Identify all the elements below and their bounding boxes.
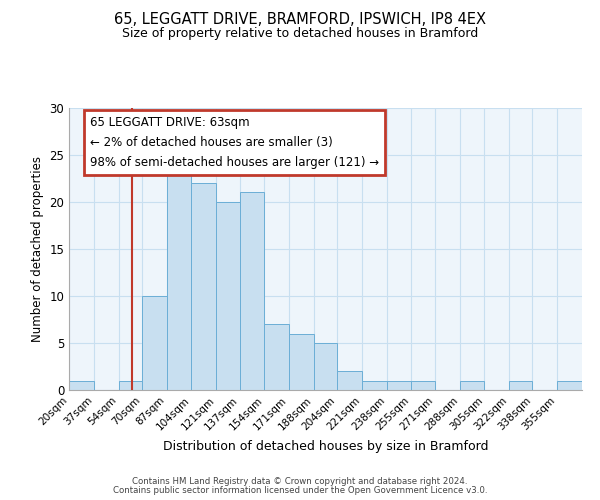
Text: 65 LEGGATT DRIVE: 63sqm
← 2% of detached houses are smaller (3)
98% of semi-deta: 65 LEGGATT DRIVE: 63sqm ← 2% of detached…	[89, 116, 379, 169]
Text: Contains HM Land Registry data © Crown copyright and database right 2024.: Contains HM Land Registry data © Crown c…	[132, 477, 468, 486]
Bar	[216, 202, 239, 390]
Text: 65, LEGGATT DRIVE, BRAMFORD, IPSWICH, IP8 4EX: 65, LEGGATT DRIVE, BRAMFORD, IPSWICH, IP…	[114, 12, 486, 28]
Bar	[387, 380, 412, 390]
X-axis label: Distribution of detached houses by size in Bramford: Distribution of detached houses by size …	[163, 440, 488, 453]
Bar	[191, 183, 216, 390]
Bar	[509, 380, 532, 390]
Bar	[264, 324, 289, 390]
Bar	[314, 343, 337, 390]
Bar	[557, 380, 582, 390]
Bar	[69, 380, 94, 390]
Bar	[289, 334, 314, 390]
Y-axis label: Number of detached properties: Number of detached properties	[31, 156, 44, 342]
Bar	[362, 380, 387, 390]
Bar	[412, 380, 435, 390]
Bar	[460, 380, 484, 390]
Bar	[119, 380, 142, 390]
Bar	[337, 371, 362, 390]
Text: Contains public sector information licensed under the Open Government Licence v3: Contains public sector information licen…	[113, 486, 487, 495]
Bar	[142, 296, 167, 390]
Bar	[239, 192, 264, 390]
Text: Size of property relative to detached houses in Bramford: Size of property relative to detached ho…	[122, 28, 478, 40]
Bar	[167, 154, 191, 390]
